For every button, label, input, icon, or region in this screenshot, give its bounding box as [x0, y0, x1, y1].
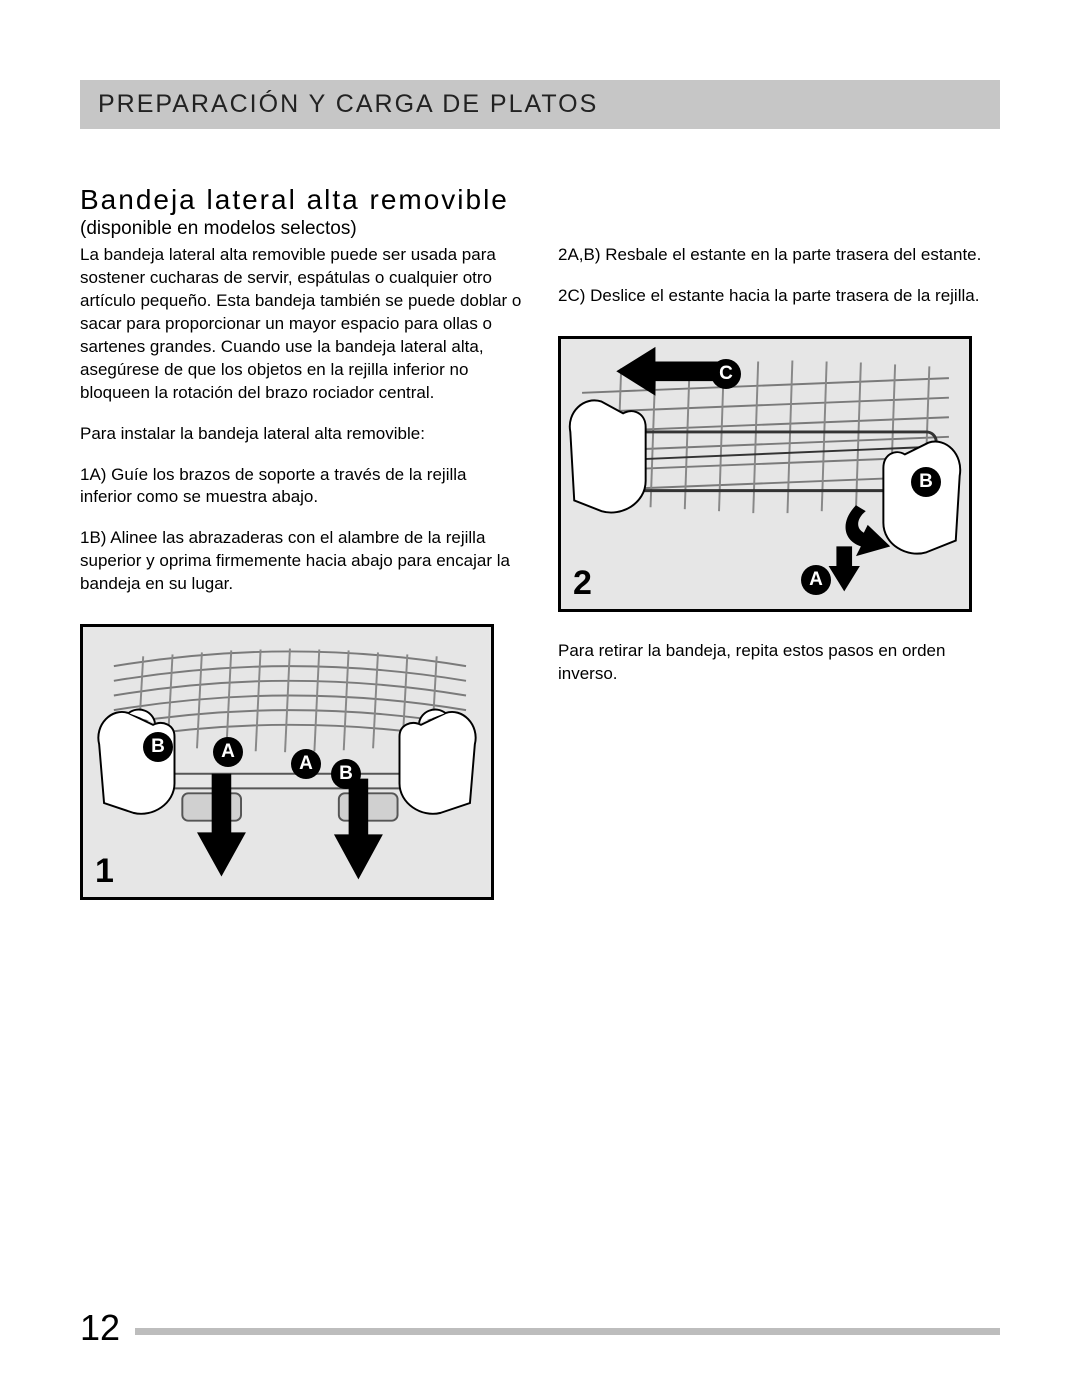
footer-rule	[135, 1328, 1000, 1335]
figure-1-illustration	[83, 627, 491, 897]
step-1b: 1B) Alinee las abrazaderas con el alambr…	[80, 527, 522, 596]
figure-2-label-C: C	[711, 359, 741, 389]
figure-1-number: 1	[95, 852, 114, 891]
figure-2: C B A 2	[558, 336, 972, 612]
figure-1-label-A2: A	[291, 749, 321, 779]
figure-2-illustration	[561, 339, 969, 609]
left-column: La bandeja lateral alta removible puede …	[80, 244, 522, 900]
step-1a: 1A) Guíe los brazos de soporte a través …	[80, 464, 522, 510]
figure-2-label-B: B	[911, 467, 941, 497]
hand-left-icon	[570, 400, 646, 512]
figure-1-label-A1: A	[213, 737, 243, 767]
section-header: PREPARACIÓN Y CARGA DE PLATOS	[98, 90, 982, 119]
figure-1-label-B1: B	[143, 732, 173, 762]
install-lead: Para instalar la bandeja lateral alta re…	[80, 423, 522, 446]
remove-note: Para retirar la bandeja, repita estos pa…	[558, 640, 1000, 686]
page-number: 12	[80, 1307, 120, 1349]
hand-right-icon	[883, 441, 960, 553]
step-2ab: 2A,B) Resbale el estante en la parte tra…	[558, 244, 1000, 267]
intro-paragraph: La bandeja lateral alta removible puede …	[80, 244, 522, 405]
figure-1-label-B2: B	[331, 759, 361, 789]
two-column-layout: La bandeja lateral alta removible puede …	[80, 244, 1000, 900]
manual-page: PREPARACIÓN Y CARGA DE PLATOS Bandeja la…	[0, 0, 1080, 1397]
figure-2-number: 2	[573, 564, 592, 603]
right-column: 2A,B) Resbale el estante en la parte tra…	[558, 244, 1000, 900]
figure-1: B A A B 1	[80, 624, 494, 900]
figure-2-label-A: A	[801, 565, 831, 595]
section-title: Bandeja lateral alta removible	[80, 184, 1000, 216]
section-subtitle: (disponible en modelos selectos)	[80, 218, 1000, 240]
hand-right-icon	[400, 710, 476, 814]
section-header-bar: PREPARACIÓN Y CARGA DE PLATOS	[80, 80, 1000, 129]
hand-left-icon	[98, 710, 174, 814]
step-2c: 2C) Deslice el estante hacia la parte tr…	[558, 285, 1000, 308]
